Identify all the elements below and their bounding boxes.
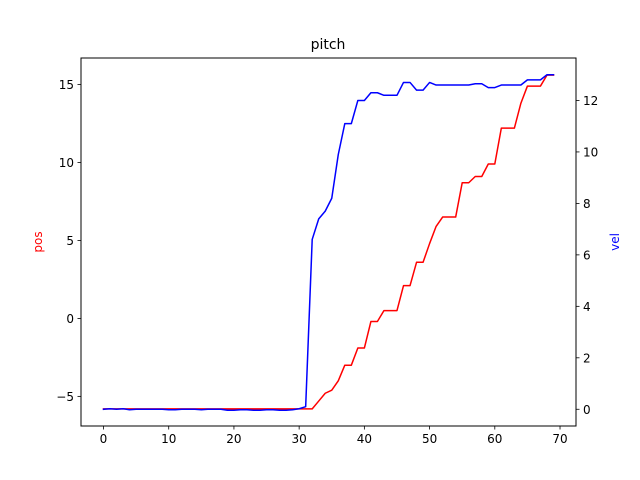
x-tick-label: 40 [357, 432, 372, 446]
y-right-tick-label: 4 [583, 300, 591, 314]
x-tick-label: 20 [226, 432, 241, 446]
y-axis-right-label: vel [608, 233, 622, 251]
x-tick-label: 0 [100, 432, 108, 446]
series-layer [102, 73, 555, 412]
y-left-tick-label: 0 [66, 312, 74, 326]
x-tick-label: 70 [552, 432, 567, 446]
plot-frame [80, 57, 577, 427]
chart-title: pitch [311, 37, 346, 53]
ticks-layer: 0 10 20 30 40 50 60 70 −5 0 5 10 15 0 2 4 6 8 10 12 [56, 78, 598, 446]
y-right-tick-label: 12 [583, 94, 598, 108]
y-right-tick-label: 8 [583, 197, 591, 211]
y-right-tick-label: 6 [583, 248, 591, 262]
x-tick-label: 10 [161, 432, 176, 446]
series-line-vel [102, 73, 555, 412]
series-line-pos [102, 74, 555, 410]
y-left-tick-label: 5 [66, 234, 74, 248]
y-left-tick-label: 15 [59, 78, 74, 92]
y-left-tick-label: −5 [56, 390, 74, 404]
y-axis-left-label: pos [31, 231, 45, 252]
y-right-tick-label: 0 [583, 403, 591, 417]
y-right-tick-label: 10 [583, 145, 598, 159]
x-tick-label: 60 [487, 432, 502, 446]
x-tick-label: 50 [422, 432, 437, 446]
x-tick-label: 30 [292, 432, 307, 446]
y-left-tick-label: 10 [59, 156, 74, 170]
y-right-tick-label: 2 [583, 351, 591, 365]
